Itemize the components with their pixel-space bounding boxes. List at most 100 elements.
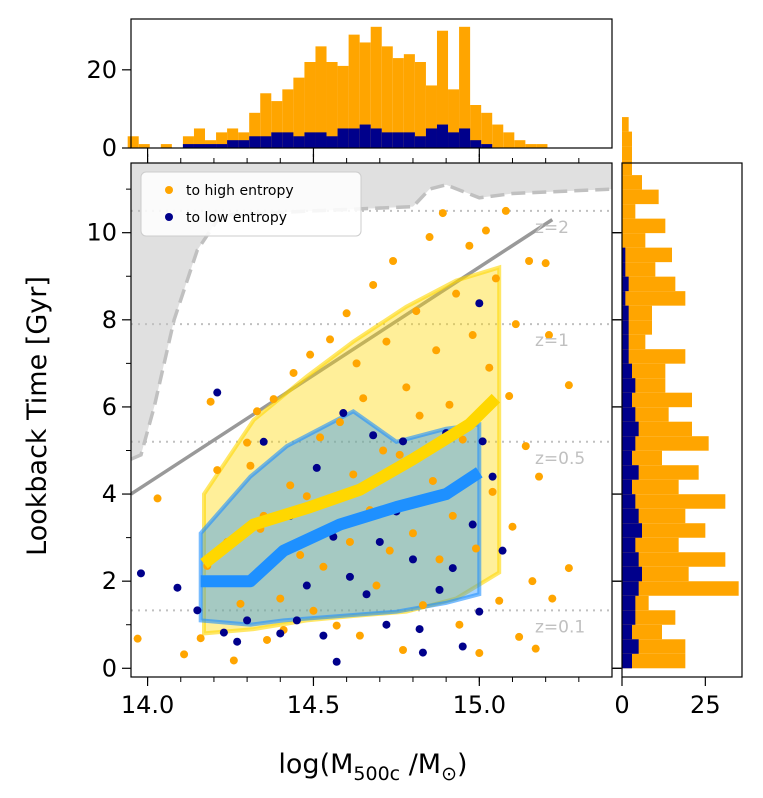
right-histogram-bar-low (622, 320, 629, 335)
high-entropy-point (408, 529, 417, 538)
top-histogram-bar-low (392, 132, 404, 148)
top-histogram-bar-low (425, 128, 437, 148)
high-entropy-point (528, 577, 537, 586)
top-histogram-bar-high (359, 42, 371, 148)
top-histogram-bar-low (481, 144, 493, 148)
top-histogram-bar-high (260, 93, 272, 148)
right-histogram-bar-high (622, 436, 709, 451)
right-histogram-bar-low (622, 624, 632, 640)
low-entropy-point (408, 555, 417, 564)
high-entropy-point (319, 562, 328, 571)
top-histogram-bar-high (436, 30, 449, 148)
high-entropy-point (359, 394, 368, 403)
top-histogram-bar-low (436, 124, 449, 148)
top-histogram-bar-high (293, 77, 305, 148)
high-entropy-point (535, 472, 544, 481)
top-histogram-bar-high (348, 34, 360, 148)
right-histogram-bar-high (622, 146, 632, 161)
right-histogram-bar-high (622, 247, 672, 263)
main-scatter-frame (130, 162, 613, 678)
low-entropy-median-line (200, 467, 483, 588)
high-entropy-point (501, 206, 510, 215)
high-entropy-point (296, 551, 305, 560)
top-histogram-bar-high (414, 62, 426, 148)
y-tick-label: 0 (102, 654, 117, 682)
right-histogram-frame (621, 162, 743, 678)
low-entropy-point (332, 657, 341, 666)
high-entropy-point (471, 544, 480, 553)
right-histogram-bar-high (622, 262, 656, 277)
top-histogram-bar-high (138, 144, 150, 148)
right-histogram-bar-low (622, 552, 639, 567)
right-histogram-bar-low (622, 378, 636, 393)
top-histogram-bar-high (481, 112, 493, 148)
right-histogram-bar-high (622, 537, 679, 553)
top-histogram-bar-low (381, 132, 393, 148)
high-entropy-point (521, 442, 530, 451)
high-entropy-point (515, 632, 524, 641)
right-histogram-bar-high (622, 479, 679, 495)
top-histogram-bar-high (304, 62, 316, 148)
high-entropy-point (544, 331, 553, 340)
right-histogram-bar-high (622, 233, 646, 248)
right-x-tick-label: 0 (614, 691, 629, 719)
right-histogram-bar-low (622, 653, 632, 669)
high-entropy-point (389, 257, 398, 266)
high-entropy-point (289, 368, 298, 377)
high-entropy-point (511, 320, 520, 329)
low-entropy-point (362, 590, 371, 599)
main-scatter-axis: 14.0 14.5 15.0 0 2 4 6 8 10 (86, 154, 621, 719)
top-histogram-bar-low (205, 144, 217, 148)
top-histogram-bar-low (238, 140, 250, 148)
top-histogram-bar-low (260, 136, 272, 148)
top-histogram-bar-high (470, 105, 482, 148)
high-entropy-point (133, 634, 142, 643)
high-entropy-point (455, 620, 464, 629)
right-histogram-bar-high (622, 160, 632, 176)
top-histogram-bar-low (370, 128, 382, 148)
high-entropy-point (180, 650, 189, 659)
right-histogram-bar-low (622, 595, 636, 611)
high-entropy-point (508, 522, 517, 531)
top-histogram-bar-low (315, 132, 327, 148)
high-entropy-point (415, 411, 424, 420)
top-histogram-bar-low (359, 124, 371, 148)
top-histogram-bar-low (459, 128, 471, 148)
top-histogram-bar-high (381, 46, 393, 149)
right-histogram-bar-high (622, 494, 726, 509)
low-entropy-point (435, 585, 444, 594)
top-histogram-axis: 0 20 (86, 56, 480, 162)
top-histogram-bar-high (160, 144, 172, 148)
right-histogram-bar-high (622, 523, 706, 538)
diagonal-line (131, 218, 554, 496)
low-entropy-point (468, 520, 477, 529)
high-entropy-point (435, 555, 444, 564)
low-entropy-point (382, 620, 391, 629)
high-entropy-point (465, 241, 474, 250)
top-histogram-bar-high (271, 101, 283, 148)
high-entropy-point (481, 226, 490, 235)
top-histogram-bar-high (249, 112, 261, 148)
redshift-label: z=2 (535, 218, 569, 238)
right-histogram-bar-low (622, 566, 642, 582)
high-entropy-point (306, 350, 315, 359)
top-histogram-bar-low (304, 132, 316, 148)
legend-box (140, 171, 362, 237)
right-histogram-bar-low (622, 262, 626, 277)
high-entropy-point (531, 644, 540, 653)
redshift-label: z=1 (535, 331, 569, 351)
high-entropy-point (495, 596, 504, 605)
right-histogram-bar-high (622, 392, 692, 408)
high-entropy-point (243, 438, 252, 447)
high-entropy-point (395, 450, 404, 459)
low-entropy-point (345, 572, 354, 581)
top-histogram-bar-low (326, 136, 338, 148)
right-histogram-bar-high (622, 204, 636, 219)
top-histogram-bar-high (315, 46, 327, 149)
high-entropy-point (438, 209, 447, 218)
legend-label-low: to low entropy (186, 210, 287, 226)
right-histogram-bar-low (622, 465, 639, 480)
high-entropy-points (133, 206, 573, 665)
x-axis-label: log(M500c /M⊙) (278, 749, 467, 785)
low-entropy-point (193, 606, 202, 615)
